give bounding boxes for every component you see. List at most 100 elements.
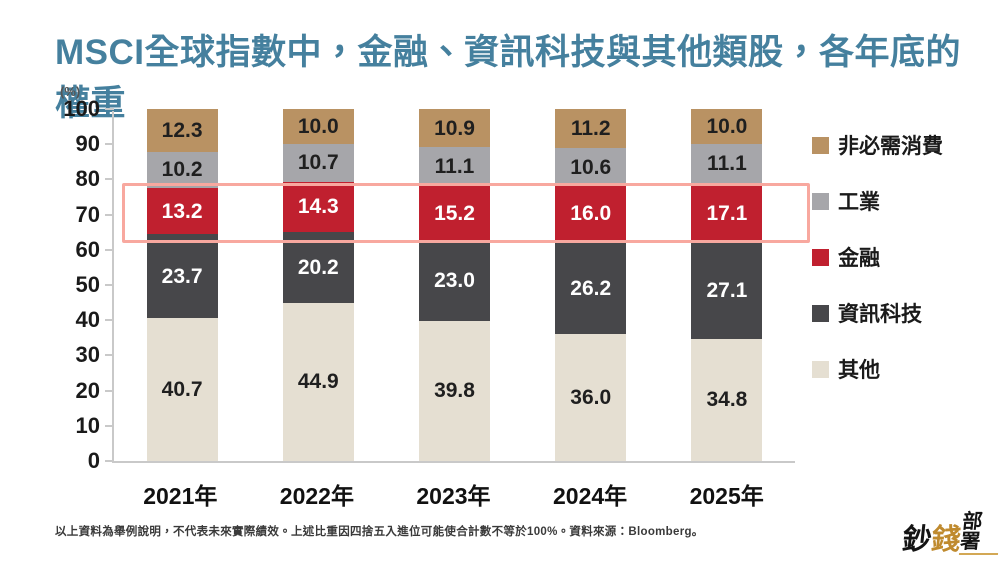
bar-segment-資訊科技: 23.7 <box>146 234 218 318</box>
bar-segment-工業: 11.1 <box>419 147 490 187</box>
bar-segment-非必需消費: 10.9 <box>419 109 490 148</box>
page-title: MSCI全球指數中，金融、資訊科技與其他類股，各年底的權重 <box>55 33 962 123</box>
x-tick-label: 2023年 <box>416 483 491 509</box>
bar-slot: 36.0 26.2 16.0 10.6 11.2 <box>523 109 659 461</box>
bar-slot: 44.9 20.2 14.3 10.7 10.0 <box>250 108 386 461</box>
logo-text-part2: 錢 <box>929 524 963 556</box>
bars: 40.7 23.7 13.2 10.2 12.3 44.9 20.2 14.3 10.7 10.0… <box>114 108 795 461</box>
bar-segment-非必需消費: 12.3 <box>146 108 218 152</box>
y-tick <box>105 319 114 322</box>
stacked-bar-2022年: 44.9 20.2 14.3 10.7 10.0 <box>282 108 354 461</box>
segment-value: 16.0 <box>570 202 612 226</box>
bar-segment-資訊科技: 23.0 <box>419 239 490 321</box>
legend-label: 其他 <box>838 359 880 382</box>
x-tick-label: 2022年 <box>279 483 354 509</box>
segment-value: 27.1 <box>706 279 748 303</box>
bar-segment-其他: 39.8 <box>419 320 490 461</box>
legend-swatch <box>812 248 829 266</box>
bar-segment-工業: 10.6 <box>555 148 627 186</box>
segment-value: 44.9 <box>297 370 339 394</box>
legend-label: 資訊科技 <box>838 303 922 326</box>
x-tick-label: 2024年 <box>552 483 628 509</box>
y-tick-label: 20 <box>75 377 100 403</box>
segment-value: 10.2 <box>161 158 203 182</box>
segment-value: 10.6 <box>570 155 612 179</box>
segment-value: 10.0 <box>706 114 748 138</box>
y-tick <box>105 424 114 427</box>
bar-segment-金融: 16.0 <box>555 185 627 243</box>
y-tick <box>105 213 114 216</box>
y-tick <box>105 460 114 462</box>
y-tick-label: 40 <box>75 307 100 333</box>
y-tick-label: 70 <box>75 201 100 227</box>
y-tick-label: 10 <box>75 412 100 438</box>
y-tick <box>105 284 114 286</box>
y-tick <box>105 178 114 181</box>
legend-swatch <box>812 304 829 322</box>
legend-swatch <box>812 360 829 378</box>
bar-segment-金融: 13.2 <box>146 187 218 235</box>
legend-item-金融: 金融 <box>812 242 943 272</box>
segment-value: 10.7 <box>297 151 339 175</box>
y-tick-label: 60 <box>75 236 100 262</box>
bar-segment-金融: 15.2 <box>419 186 490 240</box>
legend-swatch <box>812 136 829 154</box>
segment-value: 11.1 <box>707 151 747 175</box>
x-tick-label: 2021年 <box>143 483 218 509</box>
y-tick <box>105 248 114 251</box>
bar-segment-非必需消費: 10.0 <box>282 108 354 144</box>
legend-label: 非必需消費 <box>838 135 943 158</box>
stacked-bar-chart: 0 10 20 30 40 50 60 70 80 90 100 40.7 23.7 13.2 10.2 1… <box>63 97 810 473</box>
bar-slot: 39.8 23.0 15.2 11.1 10.9 <box>386 109 522 461</box>
legend-swatch <box>812 192 829 210</box>
footer-disclaimer: 以上資料為舉例說明，不代表未來實際績效。上述比重因四捨五入進位可能使合計數不等於… <box>55 526 704 538</box>
stacked-bar-2024年: 36.0 26.2 16.0 10.6 11.2 <box>555 109 627 461</box>
legend-item-工業: 工業 <box>812 186 943 216</box>
legend: 非必需消費工業金融資訊科技其他 <box>812 130 943 384</box>
y-tick-label: 30 <box>75 342 100 368</box>
y-tick <box>105 108 114 110</box>
segment-value: 36.0 <box>570 386 612 410</box>
legend-item-資訊科技: 資訊科技 <box>812 298 943 328</box>
segment-value: 20.2 <box>297 255 339 279</box>
legend-item-非必需消費: 非必需消費 <box>812 130 943 160</box>
bar-segment-非必需消費: 10.0 <box>691 108 763 144</box>
bar-segment-其他: 40.7 <box>146 317 218 461</box>
legend-label: 工業 <box>838 191 880 214</box>
y-tick-label: 80 <box>75 166 100 192</box>
bar-segment-金融: 17.1 <box>691 182 763 244</box>
stacked-bar-2025年: 34.8 27.1 17.1 11.1 10.0 <box>691 108 763 461</box>
bar-segment-資訊科技: 20.2 <box>282 231 354 303</box>
logo-text-part1: 鈔 <box>900 524 934 556</box>
bar-slot: 40.7 23.7 13.2 10.2 12.3 <box>114 108 250 461</box>
bar-segment-工業: 11.1 <box>691 143 763 183</box>
segment-value: 26.2 <box>570 276 612 300</box>
bar-segment-其他: 44.9 <box>282 302 354 461</box>
y-axis-unit-label: (%) <box>60 84 81 99</box>
y-tick-label: 100 <box>63 96 100 121</box>
legend-item-其他: 其他 <box>812 354 943 384</box>
segment-value: 14.3 <box>297 195 339 219</box>
y-tick <box>105 354 114 357</box>
segment-value: 34.8 <box>706 388 748 412</box>
bar-segment-其他: 34.8 <box>691 338 763 461</box>
bar-slot: 34.8 27.1 17.1 11.1 10.0 <box>659 108 795 461</box>
segment-value: 23.7 <box>161 264 203 288</box>
bar-segment-工業: 10.7 <box>282 143 354 182</box>
bar-segment-資訊科技: 27.1 <box>691 243 763 339</box>
legend-label: 金融 <box>838 247 880 270</box>
segment-value: 10.0 <box>297 114 339 138</box>
segment-value: 11.1 <box>434 155 475 179</box>
segment-value: 11.2 <box>570 117 611 141</box>
x-axis-labels: 2021年 2022年 2023年 2024年 2025年 <box>112 477 795 511</box>
logo-text-part3: 部署 <box>958 511 1000 555</box>
bar-segment-非必需消費: 11.2 <box>555 109 627 149</box>
segment-value: 13.2 <box>161 199 203 223</box>
y-tick-label: 50 <box>75 272 100 297</box>
segment-value: 39.8 <box>434 379 475 403</box>
x-tick-label: 2025年 <box>689 483 764 509</box>
segment-value: 15.2 <box>434 201 475 225</box>
segment-value: 12.3 <box>161 118 203 142</box>
bar-segment-其他: 36.0 <box>555 334 627 461</box>
